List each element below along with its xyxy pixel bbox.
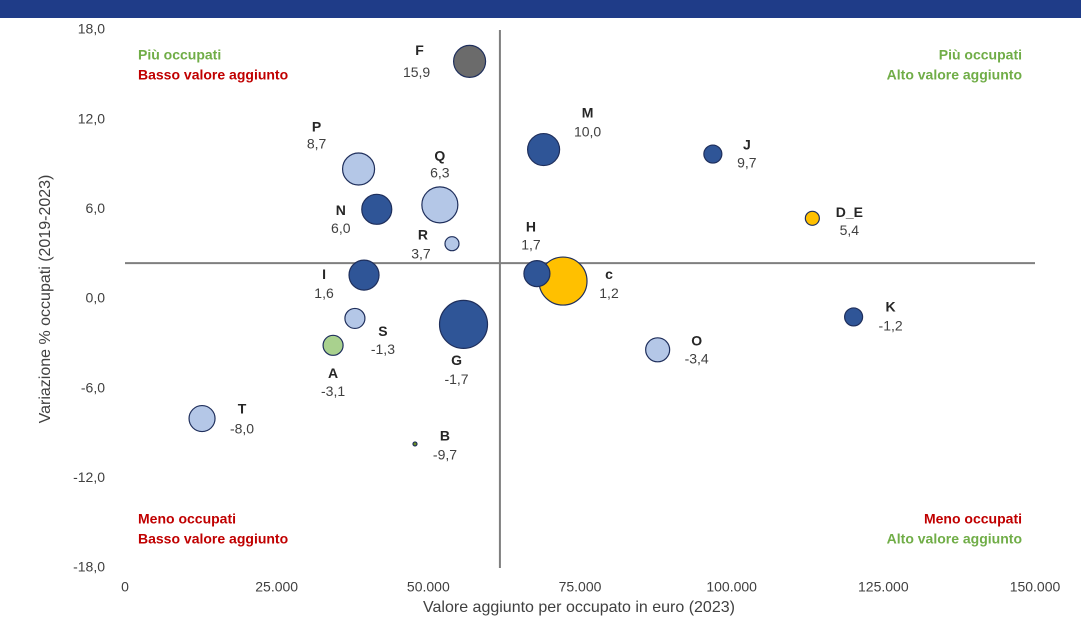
point-label: O [691, 333, 702, 349]
bubble [645, 337, 671, 363]
value-label: -9,7 [433, 447, 457, 463]
point-label: Q [434, 148, 445, 164]
x-tick-label: 100.000 [706, 579, 757, 595]
point-label: B [440, 428, 450, 444]
value-label: -8,0 [230, 420, 254, 436]
x-tick-label: 50.000 [407, 579, 450, 595]
value-label: 6,3 [430, 165, 450, 181]
value-label: -3,4 [685, 351, 709, 367]
bubble [438, 299, 489, 350]
bubble [421, 186, 459, 224]
bubble [361, 193, 393, 225]
value-label: 6,0 [331, 220, 351, 236]
point-label: K [886, 299, 896, 315]
quadrant-annotation: Più occupati [138, 47, 221, 63]
value-label: 1,2 [599, 285, 619, 301]
quadrant-annotation: Basso valore aggiunto [138, 67, 288, 83]
bubble [844, 307, 864, 327]
x-tick-label: 150.000 [1010, 579, 1061, 595]
y-tick-label: -6,0 [81, 379, 105, 395]
bubble [188, 404, 216, 433]
value-label: -1,3 [371, 341, 395, 357]
y-tick-label: 6,0 [86, 200, 106, 216]
x-tick-label: 0 [121, 579, 129, 595]
x-tick-label: 25.000 [255, 579, 298, 595]
quadrant-annotation: Più occupati [939, 47, 1022, 63]
value-label: 15,9 [403, 64, 430, 80]
bubble [341, 152, 376, 186]
point-label: R [418, 226, 428, 242]
bubble [804, 210, 820, 226]
x-tick-label: 75.000 [559, 579, 602, 595]
point-label: J [743, 137, 751, 153]
bubble [344, 307, 366, 330]
value-label: -1,7 [444, 371, 468, 387]
point-label: A [328, 365, 338, 381]
value-label: 1,7 [521, 236, 541, 252]
point-label: D_E [836, 204, 863, 220]
y-tick-label: -12,0 [73, 469, 105, 485]
point-label: S [378, 323, 387, 339]
x-axis-title: Valore aggiunto per occupato in euro (20… [423, 599, 735, 616]
bubble [526, 132, 561, 167]
y-tick-label: 12,0 [78, 110, 105, 126]
y-axis-title: Variazione % occupati (2019-2023) [37, 175, 54, 424]
point-label: M [582, 104, 594, 120]
point-label: P [312, 119, 321, 135]
value-label: 1,6 [314, 285, 334, 301]
point-label: F [415, 42, 424, 58]
value-label: -3,1 [321, 383, 345, 399]
point-label: N [336, 202, 346, 218]
value-label: 10,0 [574, 123, 601, 139]
point-label: T [238, 400, 247, 416]
bubble [703, 144, 723, 164]
bubble [348, 259, 380, 291]
point-label: G [451, 352, 462, 368]
value-label: 9,7 [737, 155, 757, 171]
bubble [444, 236, 460, 252]
value-label: 8,7 [307, 136, 327, 152]
point-label: c [605, 266, 613, 282]
top-band [0, 0, 1081, 18]
quadrant-annotation: Basso valore aggiunto [138, 531, 288, 547]
bubble [452, 44, 487, 78]
point-label: H [526, 218, 536, 234]
y-tick-label: -18,0 [73, 559, 105, 575]
point-label: I [322, 266, 326, 282]
bubble [412, 441, 418, 447]
quadrant-annotation: Meno occupati [138, 511, 236, 527]
quadrant-annotation: Meno occupati [924, 511, 1022, 527]
x-tick-label: 125.000 [858, 579, 909, 595]
value-label: 3,7 [411, 245, 431, 261]
value-label: 5,4 [840, 222, 860, 238]
quadrant-annotation: Alto valore aggiunto [887, 67, 1022, 83]
quadrant-annotation: Alto valore aggiunto [887, 531, 1022, 547]
bubble [322, 334, 344, 356]
y-tick-label: 0,0 [86, 290, 106, 306]
bubble [523, 259, 551, 288]
value-label: -1,2 [879, 318, 903, 334]
y-tick-label: 18,0 [78, 21, 105, 37]
